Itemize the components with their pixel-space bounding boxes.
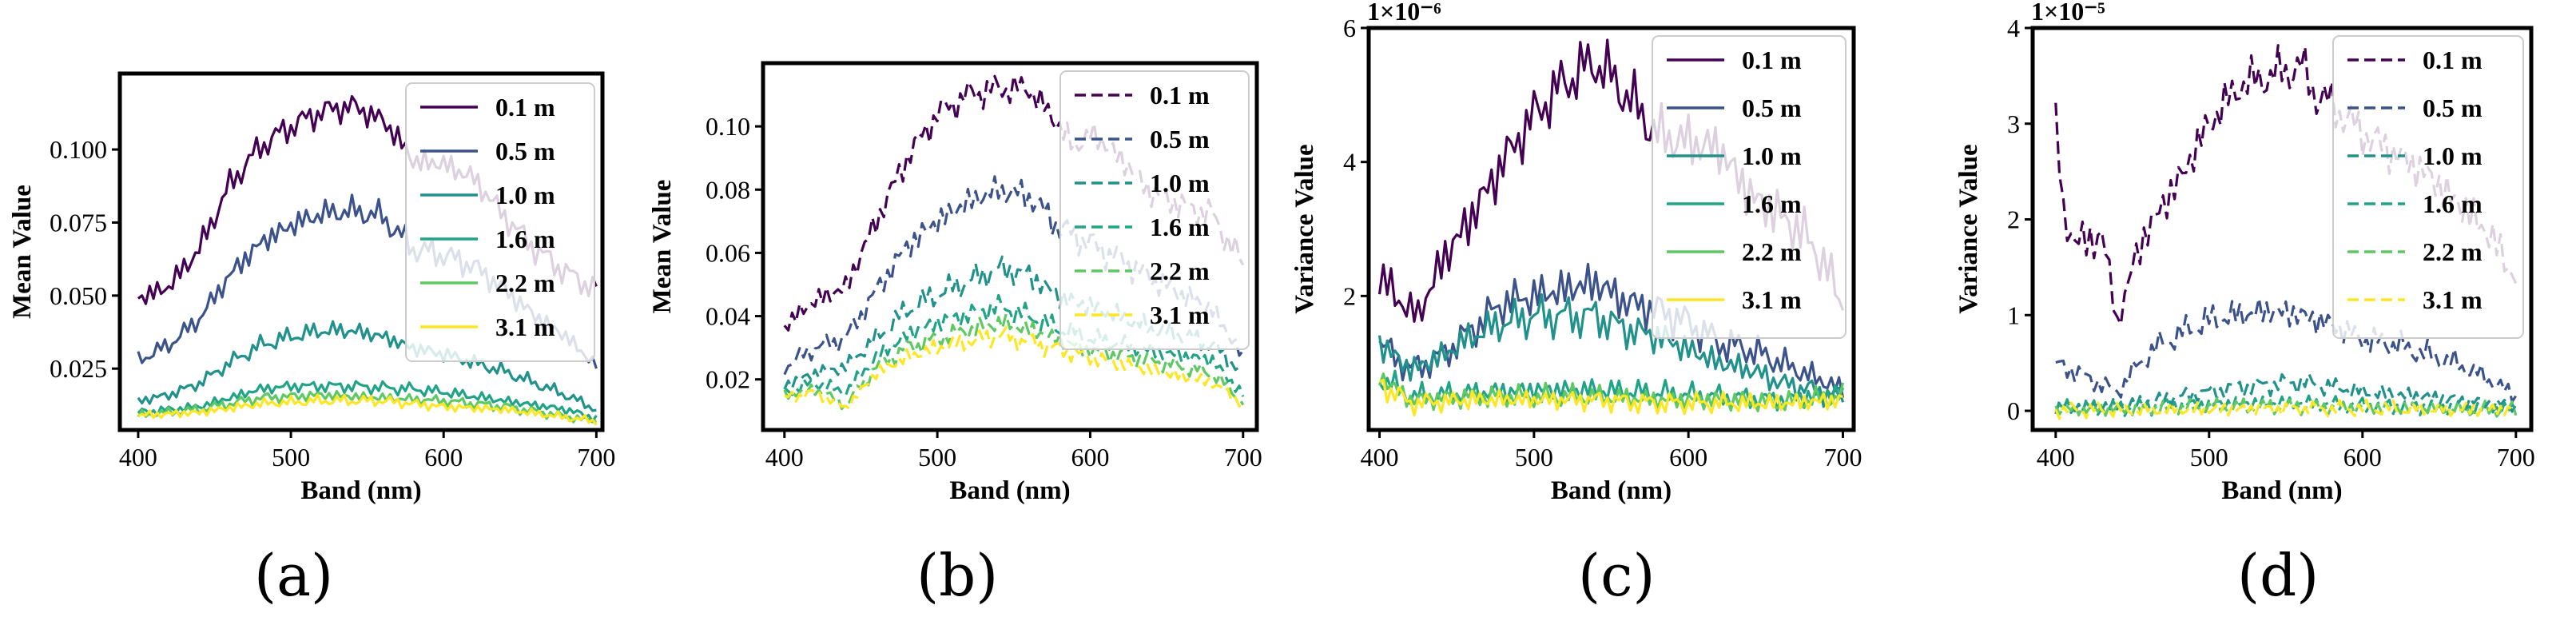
legend-label: 0.1 m: [1150, 81, 1210, 109]
y-axis-label: Mean Value: [8, 185, 37, 319]
legend-label: 1.0 m: [2423, 141, 2483, 170]
chart-c: 400 500 600 700 2 4 6 Band (nm) Variance Value 1×…: [1290, 0, 1862, 505]
legend-label: 1.6 m: [2423, 189, 2483, 218]
y-tick-label: 0.02: [706, 365, 750, 394]
x-axis-label: Band (nm): [300, 476, 421, 505]
legend-label: 1.0 m: [1150, 169, 1210, 197]
legend-box: [1652, 35, 1847, 339]
plot-frame: [2030, 26, 2534, 432]
series-line-1-0-m: [137, 320, 597, 412]
y-axis-label: Variance Value: [1954, 144, 1983, 313]
chart-a: 400 500 600 700 0.025 0.050 0.075 0.100 Band (nm…: [8, 71, 615, 505]
y-tick-label: 2: [1343, 281, 1356, 310]
series-line-3-1-m: [784, 326, 1244, 410]
y-tick-label: 4: [1343, 148, 1356, 177]
legend-label: 0.1 m: [2423, 46, 2483, 74]
y-axis-label: Variance Value: [1290, 144, 1319, 313]
series-line-3-1-m: [137, 393, 598, 426]
legend-label: 2.2 m: [2423, 237, 2483, 266]
legend-label: 0.5 m: [495, 137, 555, 165]
panel-label-d: (d): [2237, 542, 2320, 609]
legend-box: [1059, 70, 1250, 350]
y-tick-label: 4: [2007, 14, 2020, 42]
plot-frame: [117, 71, 605, 432]
y-axis-label: Mean Value: [648, 180, 677, 314]
series-line-1-6-m: [137, 380, 598, 424]
x-tick-label: 500: [272, 443, 310, 472]
legend-label: 2.2 m: [495, 269, 555, 297]
x-tick-label: 700: [2497, 443, 2535, 472]
legend-label: 3.1 m: [1150, 301, 1210, 329]
plot-frame: [1366, 26, 1856, 432]
y-tick-label: 0: [2007, 396, 2020, 425]
series-line-3-1-m: [2054, 398, 2517, 420]
y-tick-label: 0.050: [50, 281, 107, 310]
legend-label: 2.2 m: [1150, 257, 1210, 285]
legend-label: 3.1 m: [1742, 285, 1802, 314]
series-line-2-2-m: [137, 389, 597, 424]
y-tick-label: 0.100: [50, 135, 107, 164]
legend-label: 1.0 m: [1742, 141, 1802, 170]
chart-b: 400 500 600 700 0.02 0.04 0.06 0.08 0.10 Band (nm…: [648, 61, 1262, 505]
series-line-0-5-m: [2055, 297, 2518, 404]
legend-label: 0.5 m: [1742, 94, 1802, 122]
plot-frame: [761, 61, 1259, 432]
legend-label: 1.6 m: [1150, 213, 1210, 241]
series-line-0-5-m: [1378, 262, 1845, 398]
x-tick-label: 600: [1669, 443, 1707, 472]
x-tick-label: 600: [2343, 443, 2382, 472]
x-tick-label: 700: [577, 443, 615, 472]
panel-label-b: (b): [916, 542, 999, 609]
x-axis-label: Band (nm): [949, 476, 1070, 505]
legend-label: 0.1 m: [495, 93, 555, 121]
x-tick-label: 500: [2190, 443, 2228, 472]
y-tick-label: 0.04: [706, 302, 750, 331]
legend-label: 1.6 m: [1742, 189, 1802, 218]
series-line-3-1-m: [1378, 378, 1843, 417]
y-tick-label: 0.075: [50, 208, 107, 237]
x-tick-label: 600: [1071, 443, 1109, 472]
y-tick-label: 2: [2007, 205, 2020, 234]
y-tick-label: 3: [2007, 109, 2020, 138]
legend-box: [405, 82, 595, 362]
x-tick-label: 400: [2037, 443, 2075, 472]
x-axis-label: Band (nm): [1551, 476, 1672, 505]
x-tick-label: 400: [1361, 443, 1399, 472]
x-tick-label: 400: [765, 443, 804, 472]
panel-label-c: (c): [1578, 542, 1656, 609]
legend-label: 3.1 m: [2423, 285, 2483, 314]
legend-box: [2332, 35, 2524, 339]
legend-label: 3.1 m: [495, 312, 555, 341]
y-tick-label: 0.10: [706, 112, 750, 141]
x-axis-label: Band (nm): [2221, 476, 2342, 505]
y-tick-label: 0.025: [50, 354, 107, 383]
y-tick-label: 1: [2007, 301, 2020, 329]
legend-label: 1.0 m: [495, 181, 555, 209]
x-tick-label: 700: [1224, 443, 1262, 472]
x-tick-label: 500: [918, 443, 956, 472]
legend-label: 0.1 m: [1742, 46, 1802, 74]
x-tick-label: 500: [1515, 443, 1553, 472]
series-line-1-6-m: [783, 293, 1245, 397]
legend-label: 1.6 m: [495, 225, 555, 253]
y-tick-label: 0.08: [706, 175, 750, 204]
y-tick-label: 0.06: [706, 238, 750, 267]
axis-exponent-label: 1×10⁻⁵: [2031, 0, 2105, 26]
panel-label-a: (a): [254, 542, 334, 609]
x-tick-label: 600: [424, 443, 463, 472]
y-tick-label: 6: [1343, 14, 1356, 42]
axis-exponent-label: 1×10⁻⁶: [1367, 0, 1441, 26]
x-tick-label: 400: [119, 443, 157, 472]
legend-label: 0.5 m: [1150, 125, 1210, 153]
x-tick-label: 700: [1823, 443, 1862, 472]
legend-label: 2.2 m: [1742, 237, 1802, 266]
chart-d: 400 500 600 700 0 1 2 3 4 Band (nm) Variance Value…: [1954, 0, 2535, 505]
series-line-1-0-m: [1377, 293, 1845, 408]
legend-label: 0.5 m: [2423, 94, 2483, 122]
